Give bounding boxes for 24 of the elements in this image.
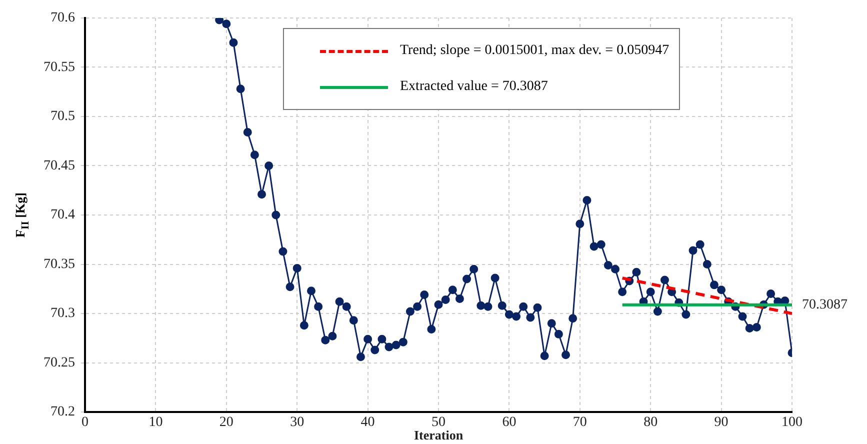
legend-label: Trend; slope = 0.0015001, max dev. = 0.050947: [400, 43, 670, 59]
y-tick-label: 70.4: [50, 208, 75, 223]
annotation: 70.3087: [802, 298, 848, 313]
x-tick-label: 100: [782, 415, 802, 430]
x-tick-label: 90: [714, 415, 728, 430]
y-tick-label: 70.45: [44, 158, 75, 174]
y-tick-label: 70.3: [50, 306, 75, 322]
y-tick-label: 70.5: [50, 109, 75, 124]
x-tick-label: 30: [290, 415, 304, 430]
y-tick-label: 70.6: [50, 10, 75, 26]
x-tick-label: 80: [644, 415, 658, 430]
x-tick-label: 60: [502, 415, 516, 430]
x-tick-label: 20: [219, 415, 234, 430]
x-tick-label: 50: [432, 415, 446, 430]
legend-label: Extracted value = 70.3087: [400, 79, 548, 95]
x-axis-title: Iteration: [414, 428, 464, 443]
x-tick-label: 10: [148, 415, 163, 430]
x-tick-label: 40: [360, 415, 375, 430]
x-tick-label: 0: [82, 415, 88, 430]
y-tick-label: 70.55: [44, 60, 75, 75]
y-tick-label: 70.35: [44, 256, 75, 272]
x-tick-label: 70: [572, 415, 587, 430]
y-tick-label: 70.25: [44, 355, 75, 370]
y-tick-label: 70.2: [50, 404, 75, 420]
